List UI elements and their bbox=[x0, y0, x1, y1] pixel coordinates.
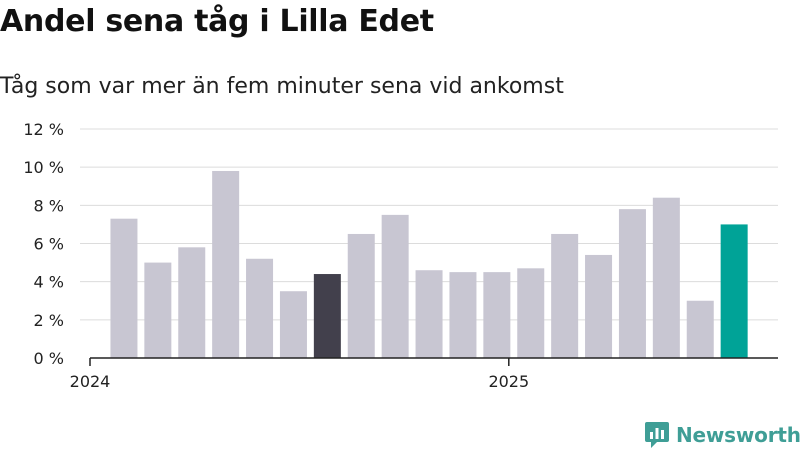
bars bbox=[110, 170, 748, 358]
bar-2025-02 bbox=[551, 233, 579, 358]
y-tick-label: 2 % bbox=[34, 311, 64, 330]
chart-subtitle: Tåg som var mer än fem minuter sena vid … bbox=[0, 74, 564, 99]
bar-2024-01 bbox=[110, 218, 138, 358]
bar-2024-03 bbox=[178, 247, 206, 358]
y-tick-label: 8 % bbox=[34, 196, 64, 215]
brand-name: Newsworthy bbox=[676, 423, 800, 447]
newsworthy-logo-icon bbox=[645, 422, 669, 448]
bar-2025-05 bbox=[652, 197, 680, 358]
y-tick-label: 12 % bbox=[23, 120, 64, 139]
bar-2024-06 bbox=[279, 291, 307, 358]
y-tick-label: 6 % bbox=[34, 235, 64, 254]
bar-2024-11 bbox=[449, 272, 477, 358]
y-tick-label: 0 % bbox=[34, 349, 64, 368]
x-tick-label: 2025 bbox=[488, 372, 529, 391]
bar-2024-09 bbox=[381, 214, 409, 358]
bar-2024-05 bbox=[246, 258, 274, 358]
x-axis: 2024 2025 bbox=[70, 357, 778, 391]
brand: Newsworthy bbox=[644, 420, 800, 450]
y-axis-labels: 0 % 2 % 4 % 6 % 8 % 10 % 12 % bbox=[23, 120, 64, 368]
bar-2025-07 bbox=[720, 224, 748, 358]
x-tick-label: 2024 bbox=[70, 372, 111, 391]
bar-2025-01 bbox=[517, 268, 545, 358]
bar-2024-10 bbox=[415, 270, 443, 358]
y-tick-label: 10 % bbox=[23, 158, 64, 177]
bar-2024-12 bbox=[483, 272, 511, 358]
bar-2025-04 bbox=[618, 209, 646, 358]
bar-2024-07 bbox=[313, 274, 341, 358]
bar-2024-08 bbox=[347, 233, 375, 358]
chart-title: Andel sena tåg i Lilla Edet bbox=[0, 4, 434, 39]
bar-2024-02 bbox=[144, 262, 172, 358]
bar-2024-04 bbox=[212, 170, 240, 358]
bar-2025-06 bbox=[686, 300, 714, 358]
bar-2025-03 bbox=[585, 254, 613, 358]
y-tick-label: 4 % bbox=[34, 273, 64, 292]
